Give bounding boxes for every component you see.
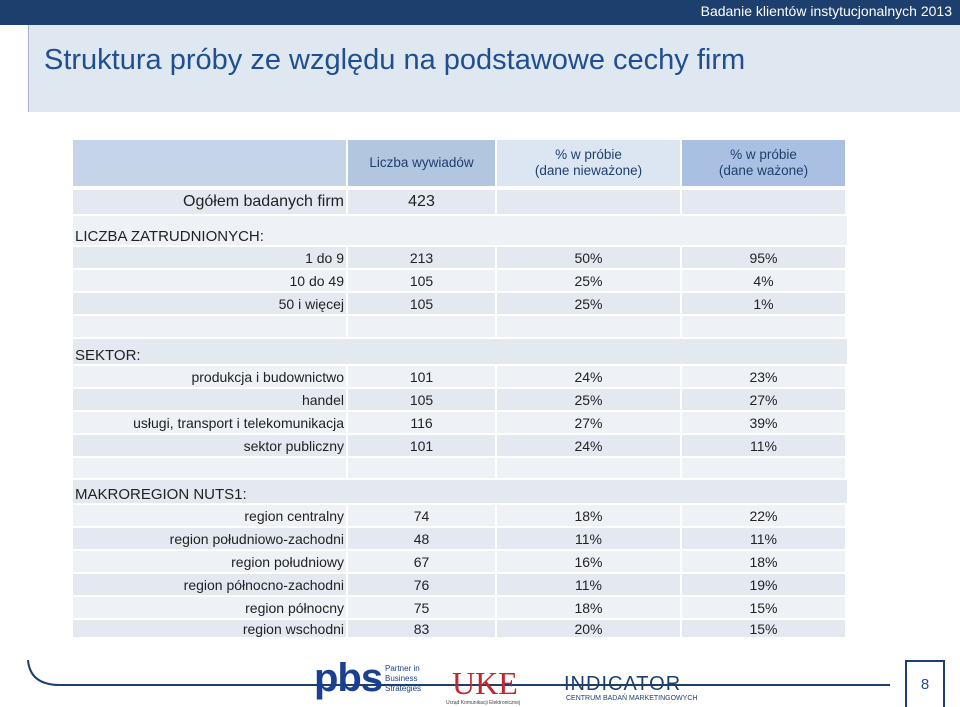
table-cell: 11% bbox=[682, 528, 845, 549]
page-number: 8 bbox=[905, 660, 945, 707]
header-line: (dane ważone) bbox=[718, 163, 809, 178]
tagline-line: Partner in bbox=[385, 664, 420, 673]
table-cell: 105 bbox=[348, 389, 495, 410]
table-cell: 116 bbox=[348, 412, 495, 433]
uke-name: Urząd Komunikacji Elektronicznej bbox=[446, 700, 521, 706]
table-cell: 19% bbox=[682, 574, 845, 595]
row-label: region północny bbox=[73, 597, 346, 618]
row-label: 10 do 49 bbox=[73, 270, 346, 291]
table-cell: 15% bbox=[682, 620, 845, 637]
header-line: Liczba wywiadów bbox=[369, 155, 474, 170]
table-cell: 24% bbox=[497, 435, 680, 456]
table-cell bbox=[682, 190, 845, 214]
tagline-line: Strategies bbox=[385, 684, 422, 693]
row-label: 50 i więcej bbox=[73, 293, 346, 314]
tagline-line: Business bbox=[385, 674, 418, 683]
table-cell: 18% bbox=[497, 505, 680, 526]
table-cell: 1% bbox=[682, 293, 845, 314]
row-label: 1 do 9 bbox=[73, 247, 346, 268]
table-cell: 25% bbox=[497, 389, 680, 410]
indicator-tagline: CENTRUM BADAŃ MARKETINGOWYCH bbox=[566, 695, 698, 702]
table-cell bbox=[348, 458, 495, 478]
header-line: % w próbie bbox=[555, 147, 622, 162]
table-cell bbox=[497, 316, 680, 337]
row-label: usługi, transport i telekomunikacja bbox=[73, 412, 346, 433]
table-cell: 20% bbox=[497, 620, 680, 637]
slide-subtitle: Badanie klientów instytucjonalnych 2013 bbox=[700, 3, 952, 19]
table-cell bbox=[682, 458, 845, 478]
table-cell bbox=[497, 190, 680, 214]
table-cell: 11% bbox=[497, 528, 680, 549]
section-row: MAKROREGION NUTS1: bbox=[73, 480, 847, 503]
pbs-logo: pbs bbox=[314, 656, 383, 700]
row-label bbox=[73, 316, 346, 337]
pbs-tagline: Partner in Business Strategies bbox=[385, 664, 421, 694]
table-cell: 18% bbox=[497, 597, 680, 618]
top-bar bbox=[0, 0, 960, 25]
table-cell: 24% bbox=[497, 366, 680, 387]
header-line: % w próbie bbox=[730, 147, 797, 162]
table-cell: 95% bbox=[682, 247, 845, 268]
row-label: Ogółem badanych firm bbox=[73, 190, 346, 214]
table-cell: 23% bbox=[682, 366, 845, 387]
row-label: region północno-zachodni bbox=[73, 574, 346, 595]
row-label: sektor publiczny bbox=[73, 435, 346, 456]
table-cell bbox=[497, 458, 680, 478]
header-cell: % w próbie (dane nieważone) bbox=[497, 140, 680, 186]
footer-line bbox=[27, 659, 890, 686]
table-cell: 213 bbox=[348, 247, 495, 268]
table-cell: 76 bbox=[348, 574, 495, 595]
table-cell: 105 bbox=[348, 270, 495, 291]
table-cell: 27% bbox=[682, 389, 845, 410]
section-row: SEKTOR: bbox=[73, 339, 847, 364]
row-label: produkcja i budownictwo bbox=[73, 366, 346, 387]
uke-logo: UKE bbox=[452, 665, 518, 701]
header-cell bbox=[73, 140, 346, 186]
table-cell: 11% bbox=[497, 574, 680, 595]
table-cell bbox=[682, 316, 845, 337]
table-cell: 50% bbox=[497, 247, 680, 268]
header-cell: Liczba wywiadów bbox=[348, 140, 495, 186]
row-label: handel bbox=[73, 389, 346, 410]
header-line: (dane nieważone) bbox=[534, 163, 643, 178]
table-cell: 4% bbox=[682, 270, 845, 291]
table-cell: 105 bbox=[348, 293, 495, 314]
table-cell: 39% bbox=[682, 412, 845, 433]
table-cell: 15% bbox=[682, 597, 845, 618]
table-cell: 83 bbox=[348, 620, 495, 637]
table-cell: 25% bbox=[497, 270, 680, 291]
table-cell: 48 bbox=[348, 528, 495, 549]
row-label: region południowy bbox=[73, 551, 346, 572]
slide-title: Struktura próby ze względu na podstawowe… bbox=[44, 44, 746, 76]
table-cell: 101 bbox=[348, 435, 495, 456]
table-cell: 11% bbox=[682, 435, 845, 456]
table-cell: 74 bbox=[348, 505, 495, 526]
table-cell: 22% bbox=[682, 505, 845, 526]
table-cell: 423 bbox=[348, 190, 495, 214]
title-band bbox=[28, 25, 960, 112]
table-cell bbox=[348, 316, 495, 337]
table-cell: 25% bbox=[497, 293, 680, 314]
table-cell: 27% bbox=[497, 412, 680, 433]
table-cell: 67 bbox=[348, 551, 495, 572]
indicator-logo: INDICATOR bbox=[564, 673, 682, 695]
row-label bbox=[73, 458, 346, 478]
table-cell: 16% bbox=[497, 551, 680, 572]
table-cell: 75 bbox=[348, 597, 495, 618]
row-label: region centralny bbox=[73, 505, 346, 526]
table-cell: 101 bbox=[348, 366, 495, 387]
row-label: region wschodni bbox=[73, 620, 346, 637]
section-row: LICZBA ZATRUDNIONYCH: bbox=[73, 216, 847, 245]
header-cell: % w próbie (dane ważone) bbox=[682, 140, 845, 186]
row-label: region południowo-zachodni bbox=[73, 528, 346, 549]
table-cell: 18% bbox=[682, 551, 845, 572]
